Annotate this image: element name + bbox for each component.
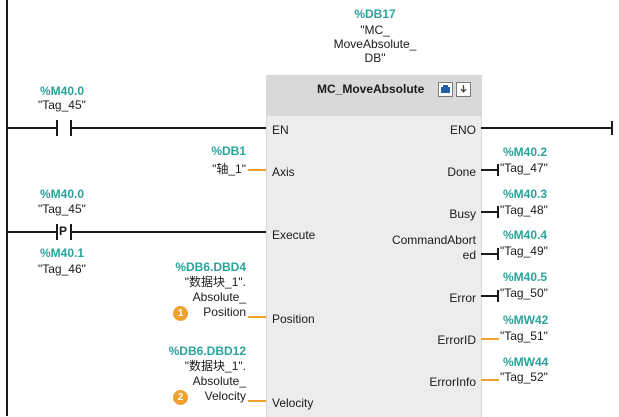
en-contact-bar-right[interactable] [70,120,72,136]
position-wire [248,316,266,318]
en-contact-address[interactable]: %M40.0 [40,84,85,98]
pin-en[interactable]: EN [272,123,289,137]
pin-eno[interactable]: ENO [449,123,476,137]
execute-edge-tag[interactable]: "Tag_46" [38,262,86,276]
errorinfo-tag[interactable]: "Tag_52" [500,370,548,384]
pin-done[interactable]: Done [447,165,476,179]
pin-errorinfo[interactable]: ErrorInfo [429,375,476,389]
execute-contact-bar-right[interactable] [70,224,72,240]
error-address[interactable]: %M40.5 [503,270,548,284]
execute-contact-bar-left[interactable] [56,224,58,240]
power-rail [6,0,8,416]
execute-contact-address[interactable]: %M40.0 [40,187,85,201]
busy-wire-end [497,206,499,218]
aborted-tag[interactable]: "Tag_49" [500,244,548,258]
en-contact-bar-left[interactable] [56,120,58,136]
en-wire-left [8,127,56,129]
eno-wire-end [611,121,613,135]
en-wire-right [72,127,266,129]
execute-edge-address[interactable]: %M40.1 [40,246,85,260]
aborted-address[interactable]: %M40.4 [503,228,548,242]
position-address[interactable]: %DB6.DBD4 [175,260,246,274]
execute-wire-right [72,231,266,233]
done-address[interactable]: %M40.2 [503,145,548,159]
instance-db-name[interactable]: "MC_ MoveAbsolute_ DB" [333,23,417,65]
errorid-tag[interactable]: "Tag_51" [500,329,548,343]
errorid-address[interactable]: %MW42 [503,313,549,327]
done-wire-end [497,164,499,176]
pin-axis[interactable]: Axis [272,165,295,179]
error-wire-end [497,290,499,302]
errorid-wire [481,338,499,340]
pin-error[interactable]: Error [449,291,476,305]
pin-errorid[interactable]: ErrorID [437,333,476,347]
axis-tag[interactable]: "轴_1" [212,162,246,176]
velocity-tag[interactable]: "数据块_1". Absolute_ Velocity [184,359,246,403]
pin-busy[interactable]: Busy [449,207,476,221]
aborted-wire [481,253,499,255]
done-tag[interactable]: "Tag_47" [500,161,548,175]
busy-wire [481,211,499,213]
pin-velocity[interactable]: Velocity [272,396,314,410]
execute-edge-symbol: P [59,224,68,238]
function-block[interactable]: MC_MoveAbsolute EN Axis Execute Position… [266,75,482,417]
done-wire [481,169,499,171]
position-badge: 1 [173,306,188,321]
block-header: MC_MoveAbsolute [267,76,481,116]
pin-position[interactable]: Position [272,312,315,326]
errorinfo-address[interactable]: %MW44 [503,355,549,369]
position-tag[interactable]: "数据块_1". Absolute_ Position [184,275,246,319]
busy-address[interactable]: %M40.3 [503,187,548,201]
pin-execute[interactable]: Execute [272,228,316,242]
axis-address[interactable]: %DB1 [211,144,246,158]
error-wire [481,295,499,297]
aborted-wire-end [497,248,499,260]
block-help-icon[interactable] [456,82,471,97]
instance-db-address[interactable]: %DB17 [354,7,396,21]
velocity-wire [248,400,266,402]
eno-wire [481,127,612,129]
axis-wire [248,169,266,171]
velocity-address[interactable]: %DB6.DBD12 [168,344,246,358]
velocity-badge: 2 [173,390,188,405]
errorinfo-wire [481,379,499,381]
execute-contact-tag[interactable]: "Tag_45" [38,202,86,216]
error-tag[interactable]: "Tag_50" [500,286,548,300]
block-title: MC_MoveAbsolute [317,82,425,96]
execute-wire-left [8,231,56,233]
block-db-icon[interactable] [438,82,453,97]
pin-commandaborted[interactable]: CommandAbort ed [391,233,476,262]
busy-tag[interactable]: "Tag_48" [500,203,548,217]
en-contact-tag[interactable]: "Tag_45" [38,98,86,112]
